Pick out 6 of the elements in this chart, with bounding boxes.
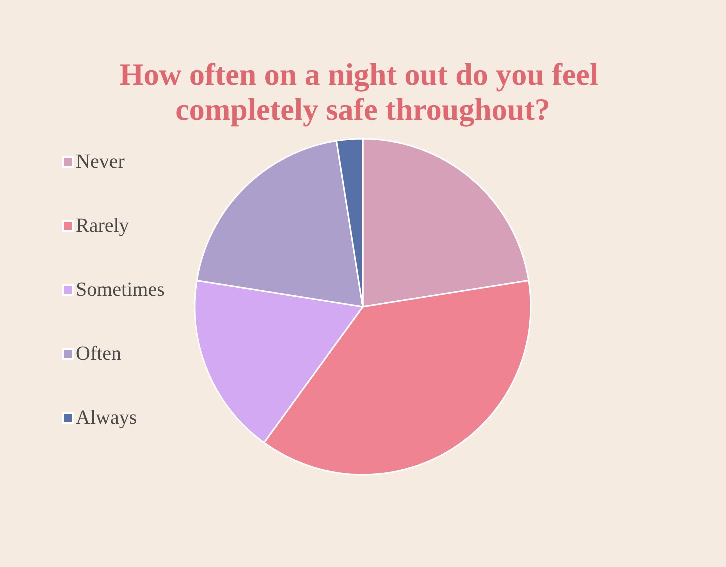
legend-label: Always	[76, 407, 138, 429]
legend-label: Often	[76, 343, 122, 365]
chart-title: How often on a night out do you feel completely safe throughout?	[120, 57, 606, 127]
legend-label: Sometimes	[76, 279, 166, 301]
legend-label: Rarely	[76, 215, 130, 237]
legend-label: Never	[76, 151, 126, 173]
